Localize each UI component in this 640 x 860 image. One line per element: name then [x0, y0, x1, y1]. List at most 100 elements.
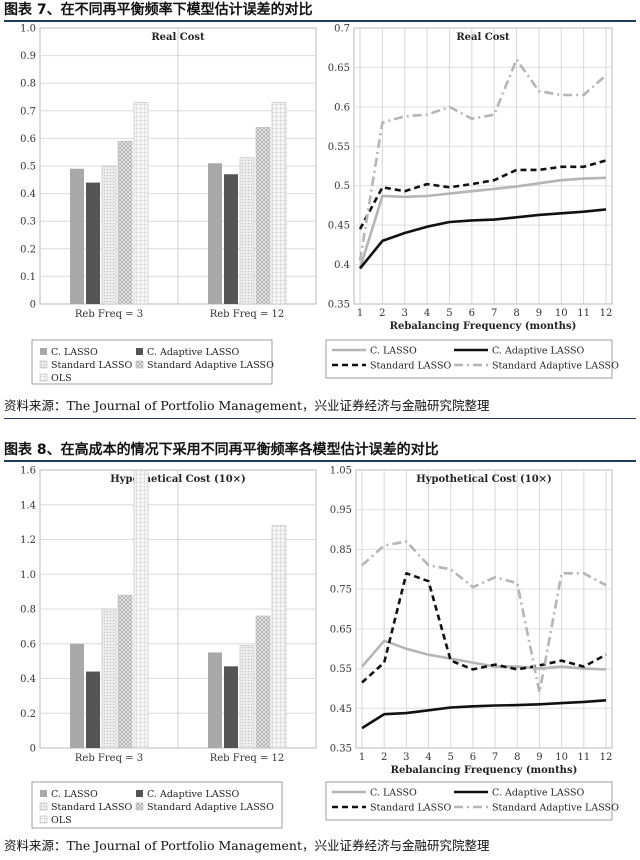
x-tick-label: Reb Freq = 3: [75, 309, 143, 320]
y-tick-label: 0.5: [334, 181, 350, 192]
y-tick-label: 0.45: [330, 704, 352, 715]
x-tick-label: 2: [379, 308, 385, 319]
x-tick-label: 12: [600, 308, 613, 319]
y-tick-label: 0.75: [330, 585, 352, 596]
x-tick-label: 12: [600, 752, 613, 763]
y-tick-label: 0.55: [328, 142, 350, 153]
y-tick-label: 0.2: [20, 244, 36, 255]
legend-label-standard-lasso: Standard LASSO: [370, 361, 452, 372]
y-tick-label: 1.4: [20, 500, 36, 511]
figure-8-source: 资料来源：The Journal of Portfolio Management…: [4, 838, 490, 853]
bar-standard-lasso-1: [101, 165, 117, 305]
bar-ols-2: [271, 525, 287, 749]
x-tick-label: Reb Freq = 12: [210, 753, 285, 764]
legend-box: [325, 339, 613, 379]
y-tick-label: 0.65: [330, 624, 352, 635]
x-tick-label: 4: [424, 308, 430, 319]
x-axis-label: Rebalancing Frequency (months): [391, 765, 578, 776]
legend-swatch-standard-lasso: [39, 802, 48, 811]
chart-title: Hypothetical Cost (10×): [416, 474, 552, 485]
x-tick-label: Reb Freq = 12: [210, 309, 285, 320]
legend-swatch-standard-adaptive-lasso: [135, 360, 144, 369]
bar-standard-adaptive-lasso-2: [255, 127, 271, 305]
x-tick-label: 1: [357, 308, 363, 319]
bar-c-adaptive-lasso-1: [86, 182, 100, 304]
x-tick-label: 5: [446, 308, 452, 319]
y-tick-label: 1.0: [20, 570, 36, 581]
bar-c-adaptive-lasso-2: [224, 666, 238, 748]
legend-label-standard-adaptive-lasso: Standard Adaptive LASSO: [147, 360, 274, 371]
legend-swatch-standard-lasso: [39, 360, 48, 369]
legend-box: [325, 781, 613, 821]
series-line-standard-adaptive-lasso: [358, 58, 607, 261]
legend-box: [31, 339, 273, 385]
y-tick-label: 0.4: [20, 189, 36, 200]
y-tick-label: 0.6: [334, 102, 350, 113]
x-tick-label: 1: [359, 752, 365, 763]
legend-label-standard-adaptive-lasso: Standard Adaptive LASSO: [147, 802, 274, 813]
x-tick-label: 7: [491, 308, 497, 319]
x-tick-label: 6: [469, 308, 475, 319]
series-line-standard-lasso: [361, 572, 607, 684]
series-line-c-lasso: [358, 176, 607, 269]
legend-label-c-lasso: C. LASSO: [51, 347, 98, 358]
legend-box: [31, 781, 283, 829]
figure-7-source: 资料来源：The Journal of Portfolio Management…: [4, 396, 636, 419]
legend-label-ols: OLS: [51, 373, 72, 384]
y-tick-label: 0.45: [328, 221, 350, 232]
y-tick-label: 1.2: [20, 535, 36, 546]
series-line-standard-adaptive-lasso: [361, 540, 607, 694]
y-tick-label: 0.6: [20, 134, 36, 145]
y-tick-label: 1.05: [330, 466, 352, 477]
x-tick-label: 2: [381, 752, 387, 763]
legend-label-c-adaptive-lasso: C. Adaptive LASSO: [147, 347, 240, 358]
y-tick-label: 0.6: [20, 639, 36, 650]
bar-c-adaptive-lasso-2: [224, 174, 238, 304]
x-tick-label: 11: [577, 308, 590, 319]
x-tick-label: 3: [403, 752, 409, 763]
y-tick-label: 0: [30, 300, 36, 311]
figure-8-title: 图表 8、在高成本的情况下采用不同再平衡频率各模型估计误差的对比: [4, 440, 636, 462]
x-tick-label: 5: [448, 752, 454, 763]
plot-area: [353, 27, 613, 305]
bar-c-adaptive-lasso-1: [86, 671, 100, 748]
x-tick-label: 8: [513, 308, 519, 319]
y-tick-label: 0.35: [328, 300, 350, 311]
x-tick-label: 9: [536, 308, 542, 319]
y-tick-label: 1.0: [20, 24, 36, 35]
y-tick-label: 0.8: [20, 79, 36, 90]
real-cost-line-chart: 0.350.40.450.50.550.60.650.71 2 3 4 5 6 7 8 9 10 1…: [325, 24, 619, 379]
y-tick-label: 0.85: [330, 545, 352, 556]
legend-swatch-c-adaptive-lasso: [136, 790, 143, 797]
legend-label-standard-lasso: Standard LASSO: [51, 802, 133, 813]
y-tick-label: 0.35: [330, 744, 352, 755]
legend-label-c-lasso: C. LASSO: [370, 788, 417, 799]
y-tick-label: 0.2: [20, 709, 36, 720]
legend-swatch-ols: [39, 373, 48, 382]
x-tick-label: 10: [555, 752, 568, 763]
bar-standard-lasso-2: [239, 645, 255, 749]
y-tick-label: 0.65: [328, 63, 350, 74]
y-tick-label: 0.4: [334, 260, 350, 271]
bar-standard-adaptive-lasso-2: [255, 615, 271, 749]
series-line-standard-lasso: [358, 159, 607, 230]
legend-label-standard-adaptive-lasso: Standard Adaptive LASSO: [492, 803, 619, 814]
x-tick-label: 6: [470, 752, 476, 763]
bar-standard-lasso-1: [101, 608, 117, 749]
bar-c-lasso-1: [70, 643, 84, 748]
y-tick-label: 0.5: [20, 162, 36, 173]
x-tick-label: 11: [577, 752, 590, 763]
legend-swatch-c-lasso: [40, 348, 47, 355]
legend-swatch-standard-adaptive-lasso: [135, 802, 144, 811]
y-tick-label: 0.9: [20, 51, 36, 62]
series-line-c-adaptive-lasso: [361, 699, 607, 730]
x-axis-label: Rebalancing Frequency (months): [390, 321, 577, 332]
hypothetical-cost-line-chart: 0.350.450.550.650.750.850.951.051 2 3 4 5 6 7 8…: [325, 466, 619, 821]
series-line-c-lasso: [361, 639, 607, 671]
legend-label-standard-lasso: Standard LASSO: [51, 360, 133, 371]
x-tick-label: 3: [402, 308, 408, 319]
y-tick-label: 0.8: [20, 605, 36, 616]
bar-standard-adaptive-lasso-1: [117, 140, 133, 305]
x-tick-label: 9: [536, 752, 542, 763]
